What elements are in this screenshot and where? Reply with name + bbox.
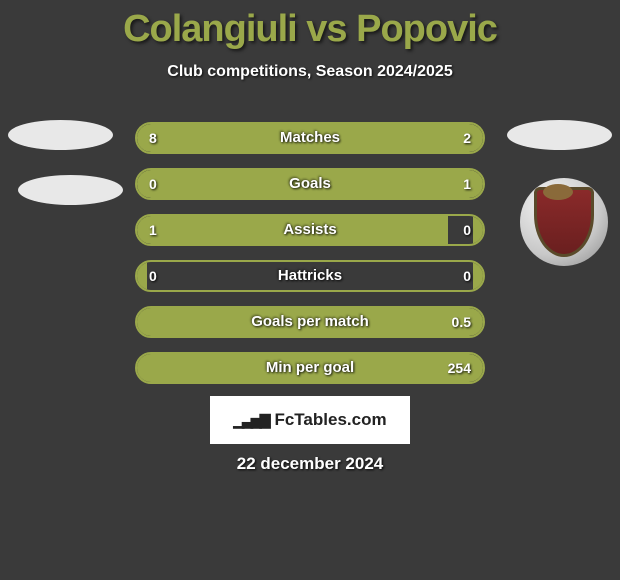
stat-value-right: 0: [463, 216, 471, 244]
stat-value-right: 254: [448, 354, 471, 382]
stat-value-right: 0: [463, 262, 471, 290]
club-badge-icon: [520, 178, 608, 266]
player-left-silhouette-1: [8, 120, 113, 150]
stat-row: 0Hattricks0: [135, 260, 485, 292]
stat-row: Goals per match0.5: [135, 306, 485, 338]
brand-bars-icon: ▁▃▅▇: [233, 412, 268, 429]
stat-row: 1Assists0: [135, 214, 485, 246]
stat-label: Matches: [137, 124, 483, 152]
page-subtitle: Club competitions, Season 2024/2025: [0, 63, 620, 81]
footer-date: 22 december 2024: [0, 454, 620, 474]
stat-label: Assists: [137, 216, 483, 244]
stat-label: Hattricks: [137, 262, 483, 290]
stat-row: 8Matches2: [135, 122, 485, 154]
brand-badge: ▁▃▅▇ FcTables.com: [210, 396, 410, 444]
comparison-bars: 8Matches20Goals11Assists00Hattricks0Goal…: [135, 122, 485, 398]
player-right-silhouette: [507, 120, 612, 150]
brand-label: FcTables.com: [274, 410, 386, 430]
stat-label: Min per goal: [137, 354, 483, 382]
player-left-silhouette-2: [18, 175, 123, 205]
stat-label: Goals: [137, 170, 483, 198]
stat-value-right: 0.5: [452, 308, 471, 336]
stat-value-right: 2: [463, 124, 471, 152]
stat-label: Goals per match: [137, 308, 483, 336]
stat-row: Min per goal254: [135, 352, 485, 384]
page-title: Colangiuli vs Popovic: [0, 0, 620, 51]
stat-row: 0Goals1: [135, 168, 485, 200]
stat-value-right: 1: [463, 170, 471, 198]
